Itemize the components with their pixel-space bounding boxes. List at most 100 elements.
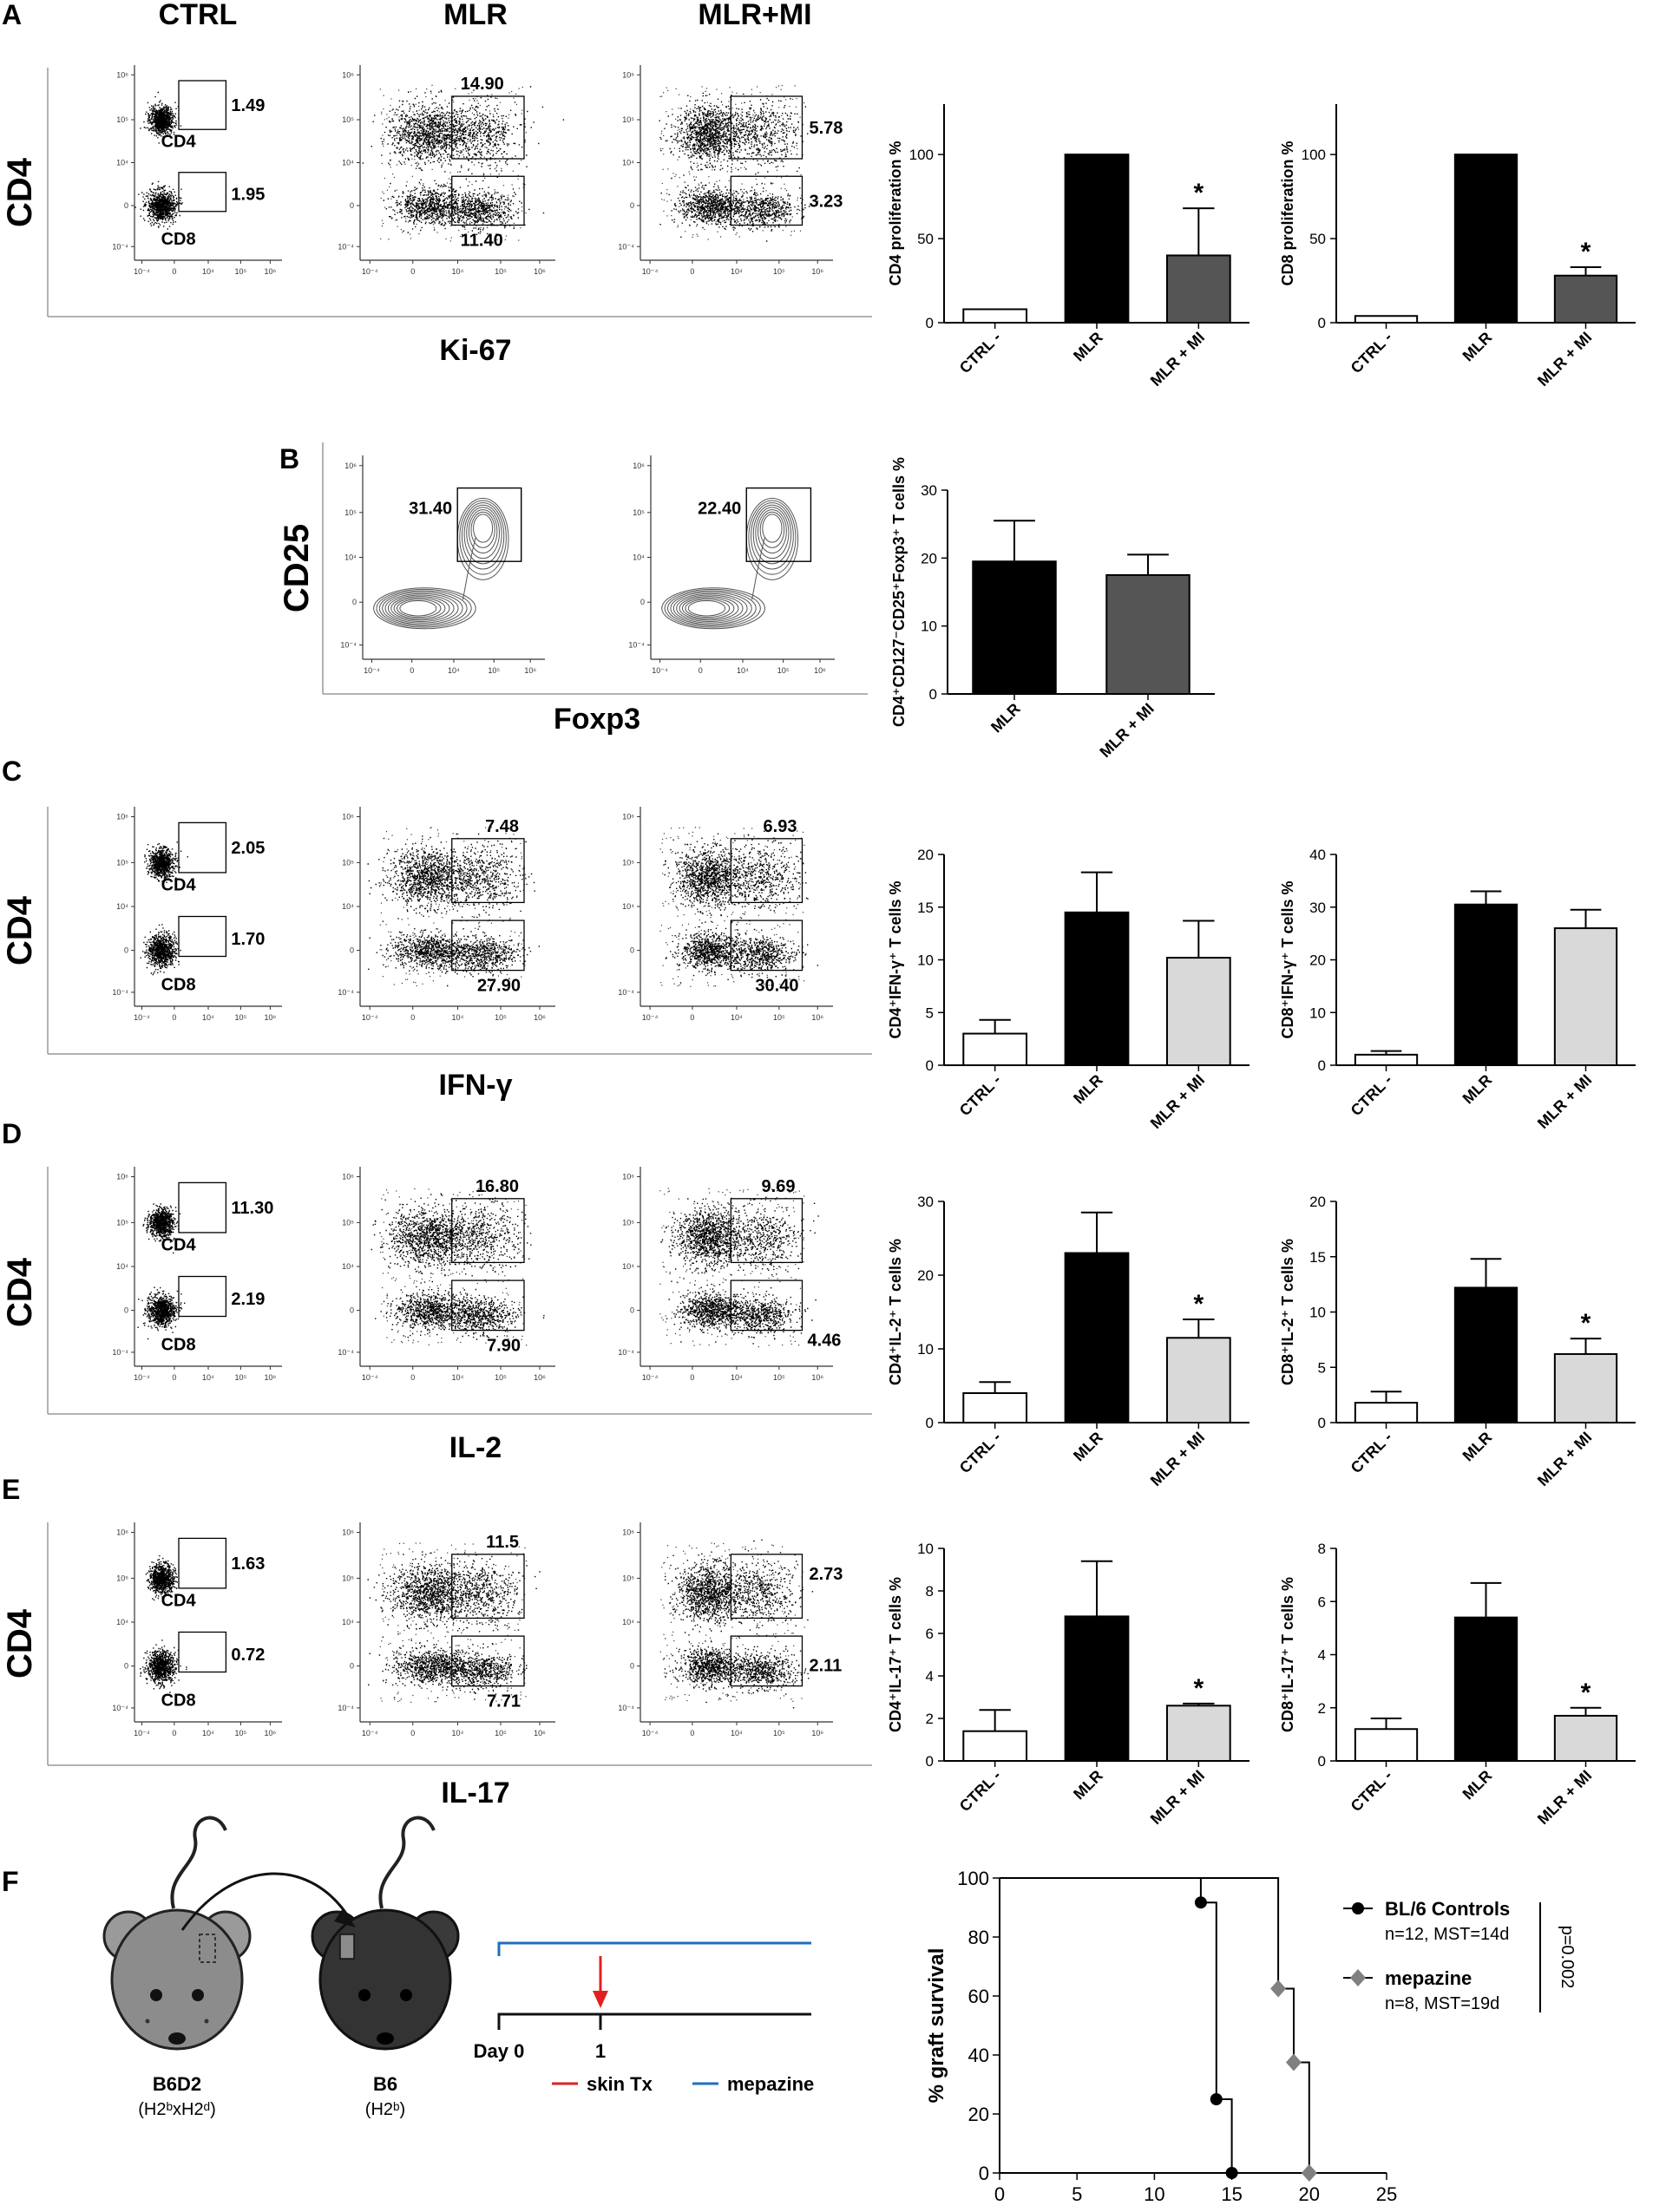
bar-y-tick-label: 0 bbox=[926, 1057, 934, 1074]
flow-tick-label: 10⁴ bbox=[737, 666, 749, 675]
bar-category-label: CTRL - bbox=[1348, 1429, 1396, 1477]
flow-tick-label: 0 bbox=[172, 267, 176, 276]
flow-tick-label: 10⁶ bbox=[814, 666, 826, 675]
gate-box bbox=[451, 1635, 525, 1687]
flow-tick-label: 10⁵ bbox=[342, 1218, 354, 1227]
flow-tick-label: 10⁻⁴ bbox=[112, 1348, 128, 1357]
bar-category-label: MLR bbox=[1459, 1071, 1496, 1108]
flow-tick-label: 0 bbox=[640, 598, 645, 606]
bar-mlr-mi bbox=[1105, 573, 1190, 696]
population-label-cd8: CD8 bbox=[161, 1692, 196, 1711]
recipient-mouse-icon bbox=[311, 1816, 460, 2051]
bar-chart-d1: 0 10 20 30 CTRL - MLR * MLR + MI CD4⁺IL-2⁺ T cel… bbox=[887, 1194, 1250, 1489]
bar-chart-e2: 0 2 4 6 8 CTRL - MLR * MLR + MI CD8⁺IL-17⁺ T cell… bbox=[1279, 1541, 1636, 1828]
flow-tick-label: 10⁵ bbox=[116, 858, 128, 867]
flow-tick-label: 10⁴ bbox=[731, 1729, 743, 1738]
bar-y-tick-label: 2 bbox=[1318, 1700, 1326, 1717]
flow-plot-b-2: 10⁻⁴ 0 10⁴ 10⁵ 10⁶ 10⁻⁴ 0 10⁴ 10⁵ 10⁶ 22.40 bbox=[628, 455, 835, 675]
population-label-cd4: CD4 bbox=[161, 1236, 197, 1255]
bar-mlr-mi bbox=[1553, 274, 1618, 324]
flow-tick-label: 10⁴ bbox=[622, 1618, 634, 1626]
flow-tick-label: 10⁻⁴ bbox=[628, 641, 645, 650]
bar-category-label: MLR bbox=[1459, 1767, 1496, 1803]
flow-tick-label: 10⁶ bbox=[811, 1373, 823, 1382]
flow-tick-label: 10⁻⁴ bbox=[642, 1013, 659, 1022]
bar-category-label: MLR + MI bbox=[1147, 1071, 1208, 1132]
flow-tick-label: 10⁻⁴ bbox=[112, 1704, 128, 1712]
bar-category-label: MLR + MI bbox=[1534, 1429, 1595, 1489]
flow-a-xaxis-label: Ki-67 bbox=[439, 334, 511, 367]
schematic: B6D2 (H2ᵇxH2ᵈ) B6 (H2ᵇ) Day 0 1 skin Tx … bbox=[102, 1816, 814, 2119]
flow-plot-a-3: 10⁻⁴ 0 10⁴ 10⁵ 10⁶ 10⁻⁴ 0 10⁴ 10⁵ 10⁶ 5.78 3.23 bbox=[618, 65, 843, 276]
gate-value: 11.40 bbox=[461, 232, 503, 251]
flow-panel-e: CD4 IL-17 bbox=[1, 1522, 872, 1810]
flow-tick-label: 10⁻⁴ bbox=[652, 666, 668, 675]
flow-tick-label: 10⁴ bbox=[622, 1262, 634, 1271]
bar-y-tick-label: 10 bbox=[1309, 1305, 1326, 1321]
flow-tick-label: 10⁵ bbox=[342, 115, 354, 124]
legend-mepazine-label: mepazine bbox=[727, 2073, 814, 2095]
flow-tick-label: 10⁻⁴ bbox=[362, 267, 378, 276]
bar-y-tick-label: 10 bbox=[921, 618, 937, 635]
flow-tick-label: 10⁴ bbox=[731, 267, 743, 276]
gate-value: 0.72 bbox=[231, 1646, 265, 1665]
bar-y-tick-label: 6 bbox=[1318, 1594, 1326, 1610]
flow-tick-label: 10⁶ bbox=[811, 1013, 823, 1022]
bar-y-tick-label: 0 bbox=[926, 1415, 934, 1431]
gate-value: 14.90 bbox=[461, 75, 504, 94]
flow-tick-label: 10⁴ bbox=[202, 1013, 214, 1022]
flow-tick-label: 10⁴ bbox=[202, 267, 214, 276]
bar-y-tick-label: 10 bbox=[917, 1541, 934, 1557]
flow-tick-label: 0 bbox=[690, 267, 694, 276]
flow-tick-label: 0 bbox=[124, 1306, 128, 1315]
bar-y-axis-label: CD8⁺IL-2⁺ T cells % bbox=[1279, 1239, 1296, 1385]
flow-tick-label: 10⁵ bbox=[488, 666, 500, 675]
significance-star: * bbox=[1193, 179, 1204, 207]
population-label-cd8: CD8 bbox=[161, 976, 196, 995]
flow-tick-label: 0 bbox=[410, 1729, 415, 1738]
bar-y-tick-label: 15 bbox=[1309, 1249, 1326, 1266]
flow-tick-label: 10⁶ bbox=[622, 1173, 634, 1181]
flow-tick-label: 10⁴ bbox=[116, 902, 128, 911]
significance-star: * bbox=[1581, 1679, 1591, 1707]
flow-tick-label: 10⁶ bbox=[622, 1528, 634, 1537]
column-header-mlr: MLR bbox=[443, 0, 508, 31]
flow-tick-label: 10⁻⁴ bbox=[364, 666, 380, 675]
bar-y-axis-label: CD4⁺IL-2⁺ T cells % bbox=[887, 1239, 904, 1385]
bar-ctrl- bbox=[1354, 1728, 1419, 1762]
flow-plot-e-1: 10⁻⁴ 0 10⁴ 10⁵ 10⁶ 10⁻⁴ 0 10⁴ 10⁵ 10⁶ CD4 CD8 1.63 0.… bbox=[112, 1522, 282, 1738]
flow-tick-label: 10⁻⁴ bbox=[642, 1729, 659, 1738]
flow-tick-label: 10⁵ bbox=[622, 1218, 634, 1227]
flow-tick-label: 10⁴ bbox=[633, 553, 645, 562]
flow-tick-label: 0 bbox=[630, 201, 634, 210]
flow-tick-label: 10⁶ bbox=[116, 1528, 128, 1537]
donor-haplotype: (H2ᵇxH2ᵈ) bbox=[138, 2100, 216, 2119]
bar-chart-a1: 0 50 100 CTRL - MLR * MLR + MI CD4 proliferatio… bbox=[887, 104, 1250, 389]
bar-y-tick-label: 5 bbox=[1318, 1359, 1326, 1376]
flow-tick-label: 10⁶ bbox=[622, 70, 634, 79]
gate-box bbox=[730, 1554, 803, 1620]
gate-box bbox=[178, 80, 227, 130]
bar-chart-e1: 0 2 4 6 8 10 CTRL - MLR * MLR + MI CD4⁺IL-17⁺ T ce… bbox=[887, 1541, 1250, 1828]
column-header-mlr-mi: MLR+MI bbox=[698, 0, 811, 31]
flow-tick-label: 10⁶ bbox=[524, 666, 536, 675]
flow-tick-label: 10⁻⁴ bbox=[134, 1373, 150, 1382]
gate-value: 7.90 bbox=[487, 1337, 521, 1356]
flow-tick-label: 10⁻⁴ bbox=[642, 1373, 659, 1382]
bar-category-label: MLR + MI bbox=[1147, 1429, 1208, 1489]
flow-c-xaxis-label: IFN-γ bbox=[439, 1069, 513, 1102]
bar-y-tick-label: 30 bbox=[1309, 900, 1326, 916]
bar-y-tick-label: 4 bbox=[926, 1668, 934, 1685]
flow-tick-label: 10⁴ bbox=[116, 159, 128, 167]
bar-y-tick-label: 50 bbox=[1309, 231, 1326, 247]
bar-mlr-mi bbox=[1165, 1337, 1231, 1423]
bar-mlr bbox=[1453, 1616, 1518, 1762]
gate-value: 3.23 bbox=[809, 192, 843, 211]
bar-category-label: MLR bbox=[1070, 1429, 1106, 1465]
flow-tick-label: 0 bbox=[699, 666, 703, 675]
flow-tick-label: 10⁴ bbox=[452, 1013, 464, 1022]
gate-value: 22.40 bbox=[698, 500, 741, 519]
flow-tick-label: 10⁶ bbox=[265, 267, 277, 276]
flow-tick-label: 10⁴ bbox=[731, 1373, 743, 1382]
gate-value: 4.46 bbox=[807, 1332, 841, 1351]
